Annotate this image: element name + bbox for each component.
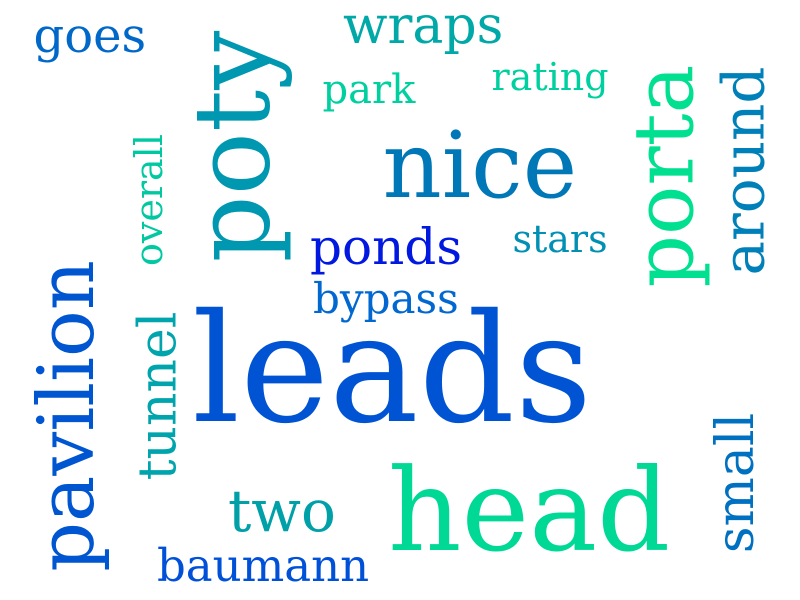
word-ponds: ponds [310,218,462,276]
word-leads: leads [192,281,593,457]
word-stars: stars [512,217,608,261]
word-poty: poty [170,30,293,262]
word-around: around [709,66,778,276]
word-nice: nice [382,112,578,219]
word-tunnel: tunnel [127,311,188,481]
word-park: park [322,67,416,113]
word-overall: overall [126,134,171,266]
word-wraps: wraps [343,0,504,56]
word-rating: rating [491,55,609,99]
word-baumann: baumann [157,539,370,592]
word-small: small [706,412,767,554]
word-porta: porta [616,64,712,288]
word-two: two [228,477,336,545]
word-goes: goes [33,8,147,64]
word-pavilion: pavilion [21,260,112,572]
word-bypass: bypass [313,274,459,323]
word-head: head [388,444,671,577]
